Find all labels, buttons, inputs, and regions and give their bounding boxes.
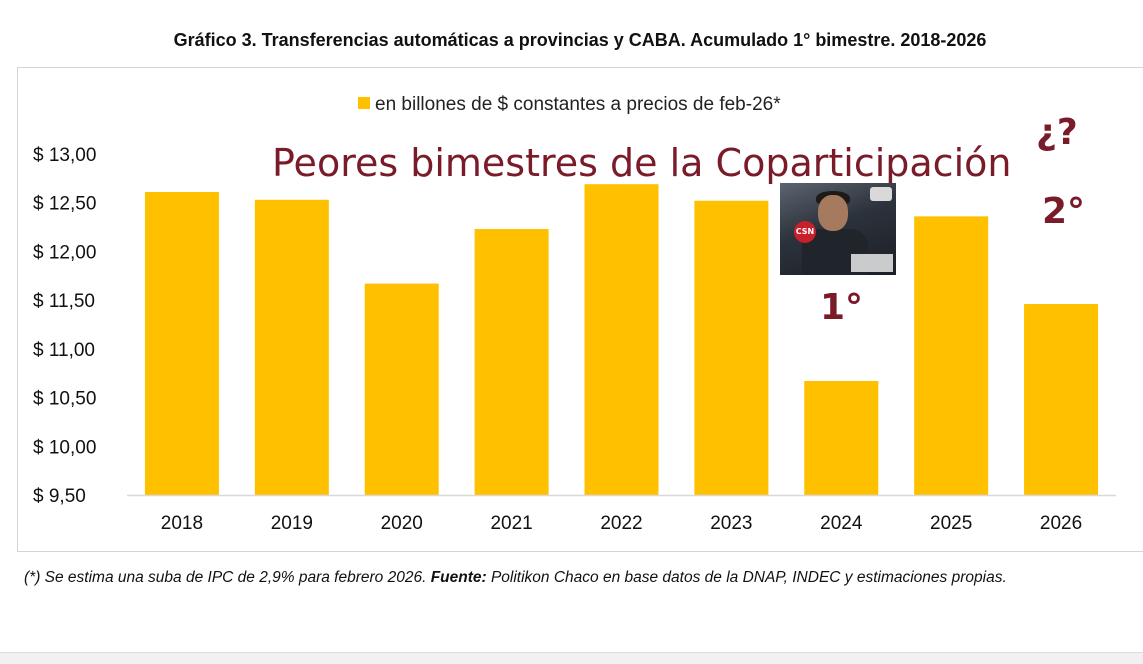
- annotation-worst-bimesters: Peores bimestres de la Coparticipación: [272, 141, 1011, 185]
- x-tick-label: 2023: [710, 513, 752, 534]
- footnote-source-text: Politikon Chaco en base datos de la DNAP…: [486, 569, 1007, 586]
- window-bottom-bar: [0, 652, 1143, 664]
- y-axis-ticks: $ 9,50 $ 10,00 $ 10,50 $ 11,00 $ 11,50 $ 12,0…: [33, 145, 96, 507]
- y-tick-label: $ 12,00: [33, 242, 96, 263]
- annotation-rank-first: 1°: [820, 287, 863, 328]
- bar-2019: [254, 199, 329, 495]
- x-tick-label: 2021: [490, 513, 532, 534]
- y-tick-label: $ 12,50: [33, 194, 96, 215]
- bar-2023: [694, 200, 769, 495]
- x-tick-label: 2018: [161, 513, 203, 534]
- footnote: (*) Se estima una suba de IPC de 2,9% pa…: [24, 569, 1143, 587]
- footnote-prefix: (*) Se estima una suba de IPC de 2,9% pa…: [24, 569, 431, 586]
- footnote-source-label: Fuente:: [430, 569, 487, 586]
- photo-caption-strip: [851, 254, 893, 272]
- y-tick-label: $ 11,00: [33, 340, 95, 361]
- bar-2020: [364, 283, 439, 495]
- bar-2025: [914, 216, 989, 495]
- x-tick-label: 2026: [1040, 513, 1082, 534]
- annotation-question: ¿?: [1036, 112, 1078, 153]
- annotation-rank-second: 2°: [1042, 191, 1085, 232]
- chart-legend: en billones de $ constantes a precios de…: [358, 94, 781, 115]
- y-tick-label: $ 10,00: [33, 437, 96, 458]
- legend-label: en billones de $ constantes a precios de…: [375, 94, 781, 115]
- bar-2026: [1024, 304, 1099, 495]
- bar-2018: [144, 191, 219, 496]
- bar-2021: [474, 229, 549, 495]
- x-tick-label: 2022: [600, 513, 642, 534]
- microphone-icon: CSN: [794, 221, 816, 243]
- x-axis-ticks: 2018 2019 2020 2021 2022 2023 2024 2025 2026: [161, 513, 1082, 534]
- legend-swatch: [358, 97, 370, 109]
- y-tick-label: $ 10,50: [33, 389, 96, 410]
- press-photo-image: CSN: [780, 183, 896, 275]
- x-tick-label: 2024: [820, 513, 863, 534]
- y-tick-label: $ 13,00: [33, 145, 96, 166]
- bar-2024: [804, 381, 879, 495]
- bar-2022: [584, 184, 659, 495]
- chart-title: Gráfico 3. Transferencias automáticas a …: [173, 30, 987, 50]
- photo-person-face: [818, 195, 848, 231]
- x-tick-label: 2020: [381, 513, 423, 534]
- x-tick-label: 2025: [930, 513, 972, 534]
- megaphone-icon: [870, 187, 892, 201]
- x-tick-label: 2019: [271, 513, 313, 534]
- y-tick-label: $ 9,50: [33, 486, 86, 507]
- y-tick-label: $ 11,50: [33, 291, 95, 312]
- bars: [144, 184, 1099, 496]
